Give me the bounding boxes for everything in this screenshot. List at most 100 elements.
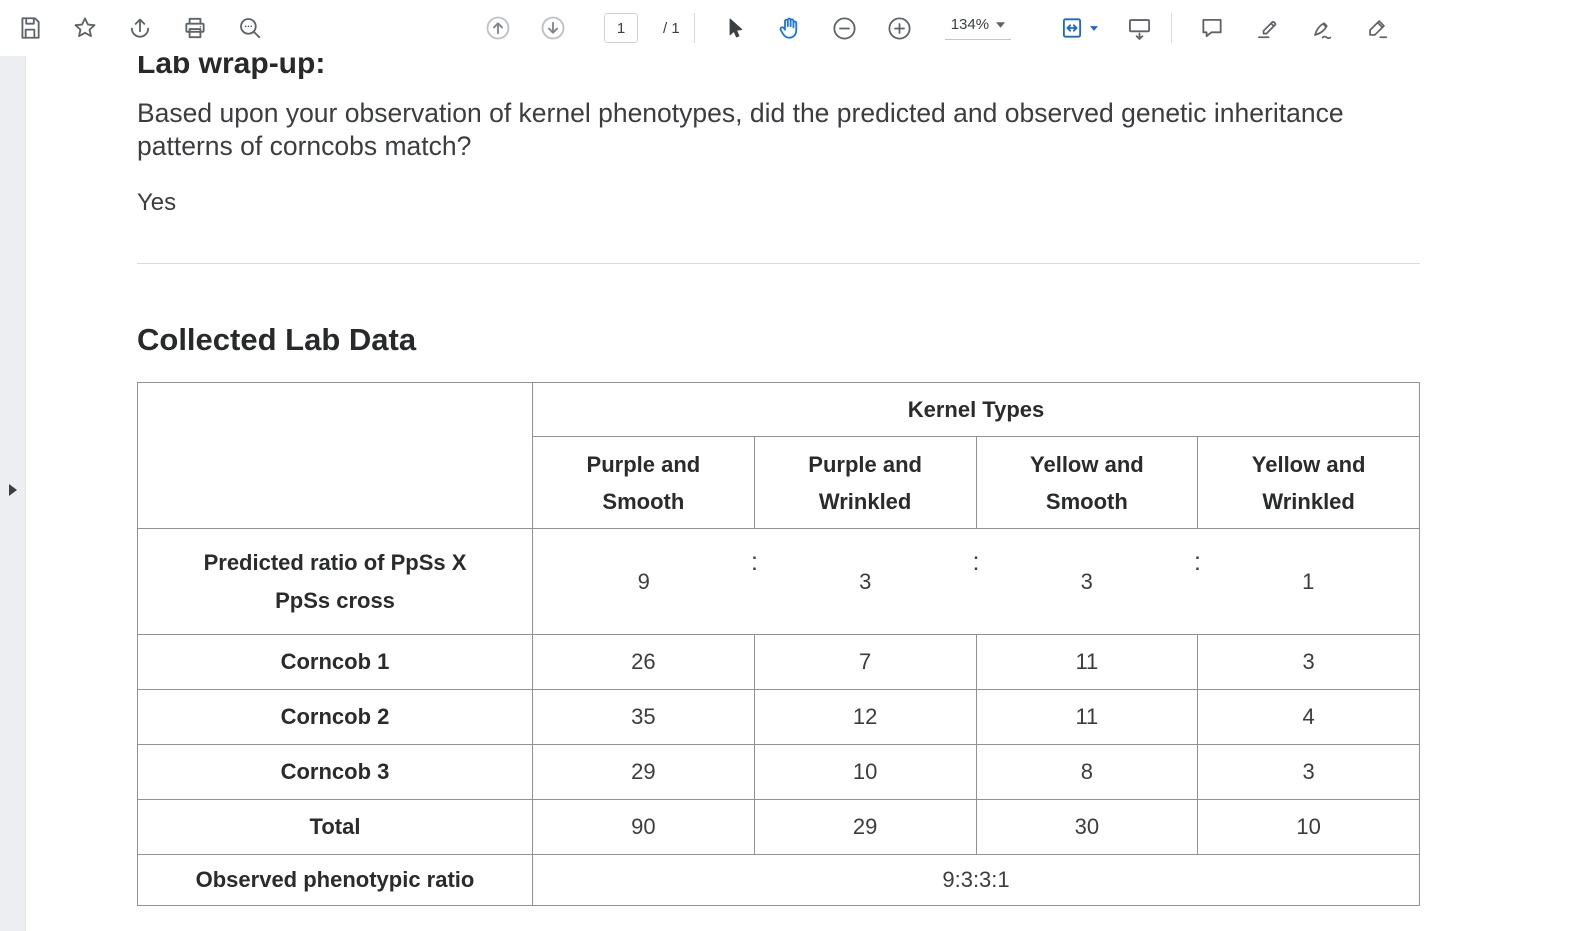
table-cell: 11 xyxy=(975,689,1199,745)
annotation-tools-group xyxy=(1192,8,1397,48)
table-cell: 7 xyxy=(753,634,977,690)
search-button[interactable] xyxy=(230,8,270,48)
table-row: Predicted ratio of PpSs X PpSs cross 9 3… xyxy=(137,528,1420,635)
toolbar-divider xyxy=(693,13,695,43)
file-actions-group xyxy=(10,8,270,48)
signature-button[interactable] xyxy=(1302,8,1342,48)
table-cell: 11 xyxy=(975,634,1199,690)
section-title: Collected Lab Data xyxy=(137,322,417,357)
search-icon xyxy=(240,18,261,39)
zoom-in-icon xyxy=(888,16,911,40)
doc-heading: Lab wrap-up: xyxy=(137,56,326,80)
lab-data-table: Kernel Types Purple and Smooth Purple an… xyxy=(137,382,1420,906)
table-cell: 10 xyxy=(1197,799,1420,855)
table-row: Corncob 1 26 7 11 3 xyxy=(137,634,1420,690)
zoom-level-dropdown[interactable]: 134% xyxy=(944,16,1012,40)
signature-icon xyxy=(1314,22,1332,40)
fit-dropdown-caret-icon xyxy=(1089,25,1098,31)
row-label: Corncob 1 xyxy=(137,634,533,690)
page-up-icon xyxy=(486,16,510,40)
section-divider xyxy=(137,263,1420,264)
edit-text-icon xyxy=(1369,20,1388,39)
observed-ratio-cell: 9:3:3:1 xyxy=(532,854,1420,906)
row-label: Predicted ratio of PpSs X PpSs cross xyxy=(137,528,533,635)
doc-answer: Yes xyxy=(137,189,177,216)
page-fit-button[interactable] xyxy=(1052,8,1104,48)
document-page: Lab wrap-up: Based upon your observation… xyxy=(26,56,1582,931)
ratio-value: 9 xyxy=(637,568,650,594)
row-label: Corncob 2 xyxy=(137,689,533,745)
page-up-button[interactable] xyxy=(478,8,518,48)
page-navigation-group: / 1 xyxy=(478,8,682,48)
upload-icon xyxy=(130,18,150,38)
zoom-in-button[interactable] xyxy=(880,8,920,48)
pdf-toolbar: / 1 xyxy=(0,0,1582,56)
table-cell: 90 xyxy=(532,799,755,855)
toolbar-divider xyxy=(1171,13,1173,43)
comment-icon xyxy=(1202,18,1222,38)
ratio-value: 3 xyxy=(1080,568,1093,594)
predicted-ratio-cell: 9 3 3 1 : : : xyxy=(532,528,1420,635)
print-button[interactable] xyxy=(175,8,215,48)
table-row: Total 90 29 30 10 xyxy=(137,799,1420,855)
row-label: Observed phenotypic ratio xyxy=(137,854,533,906)
page-count-label: / 1 xyxy=(663,19,680,37)
page-number-input[interactable] xyxy=(604,13,638,43)
table-row: Corncob 2 35 12 11 4 xyxy=(137,689,1420,745)
table-cell: 8 xyxy=(975,744,1199,800)
sidebar-strip xyxy=(0,56,26,931)
table-cell: 3 xyxy=(1197,634,1420,690)
zoom-level-value: 134% xyxy=(950,16,990,33)
table-cell: 10 xyxy=(753,744,977,800)
view-tools-group: 134% xyxy=(715,8,1159,48)
edit-text-button[interactable] xyxy=(1357,8,1397,48)
table-corner-cell xyxy=(137,382,533,529)
print-icon xyxy=(185,17,205,39)
highlighter-icon xyxy=(1258,21,1277,39)
presentation-button[interactable] xyxy=(1119,8,1159,48)
table-row: Kernel Types xyxy=(137,382,1420,529)
hand-tool-icon xyxy=(779,17,798,39)
select-tool-button[interactable] xyxy=(715,8,755,48)
hand-tool-button[interactable] xyxy=(770,8,810,48)
column-header: Yellow and Smooth xyxy=(975,436,1199,529)
sidebar-expand-button[interactable] xyxy=(4,479,22,501)
row-label: Corncob 3 xyxy=(137,744,533,800)
table-cell: 29 xyxy=(753,799,977,855)
favorite-star-icon xyxy=(74,17,96,38)
ratio-separator: : xyxy=(1194,547,1201,576)
page-fit-icon xyxy=(1062,18,1081,38)
column-header: Purple and Wrinkled xyxy=(753,436,977,529)
zoom-dropdown-caret-icon xyxy=(996,21,1006,28)
select-tool-icon xyxy=(729,18,742,38)
kernel-types-header: Kernel Types xyxy=(532,382,1420,437)
sidebar-expand-arrow-icon xyxy=(9,484,17,496)
highlight-button[interactable] xyxy=(1247,8,1287,48)
table-cell: 29 xyxy=(532,744,755,800)
comment-button[interactable] xyxy=(1192,8,1232,48)
ratio-separator: : xyxy=(972,547,980,576)
save-icon xyxy=(21,17,40,39)
table-cell: 3 xyxy=(1197,744,1420,800)
page-down-icon xyxy=(541,16,565,40)
table-row: Observed phenotypic ratio 9:3:3:1 xyxy=(137,854,1420,906)
column-header: Yellow and Wrinkled xyxy=(1197,436,1420,529)
zoom-out-button[interactable] xyxy=(825,8,865,48)
viewer-area: Lab wrap-up: Based upon your observation… xyxy=(0,56,1582,931)
table-cell: 12 xyxy=(753,689,977,745)
column-header: Purple and Smooth xyxy=(532,436,755,529)
ratio-value: 3 xyxy=(859,568,872,594)
upload-button[interactable] xyxy=(120,8,160,48)
page-down-button[interactable] xyxy=(533,8,573,48)
zoom-out-icon xyxy=(833,16,856,40)
save-button[interactable] xyxy=(10,8,50,48)
table-cell: 30 xyxy=(975,799,1199,855)
ratio-separator: : xyxy=(751,547,758,576)
favorite-button[interactable] xyxy=(65,8,105,48)
ratio-value: 1 xyxy=(1302,568,1315,594)
table-row: Corncob 3 29 10 8 3 xyxy=(137,744,1420,800)
row-label: Total xyxy=(137,799,533,855)
table-cell: 35 xyxy=(532,689,755,745)
table-row: Purple and Smooth Purple and Wrinkled Ye… xyxy=(138,436,1420,529)
